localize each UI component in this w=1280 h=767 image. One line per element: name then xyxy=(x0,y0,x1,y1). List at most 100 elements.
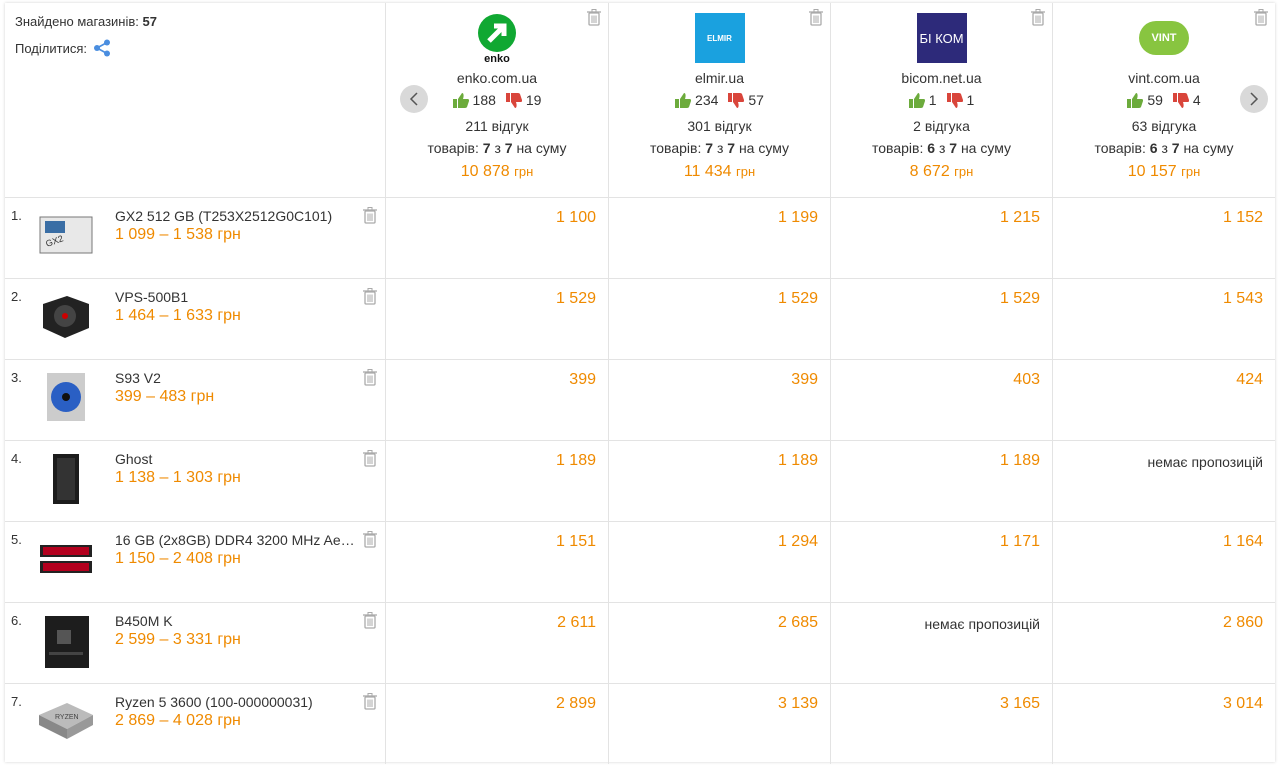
remove-store[interactable] xyxy=(587,9,601,29)
price-cell: немає пропозицій xyxy=(830,602,1052,683)
price-cell: 1 152 xyxy=(1052,197,1275,278)
price-cell: 3 014 xyxy=(1052,683,1275,764)
product-name: 16 GB (2x8GB) DDR4 3200 MHz Ae… xyxy=(115,532,355,548)
store-header: VINT vint.com.ua 59 4 63 відгука товарів: 6 з… xyxy=(1052,3,1275,197)
remove-product[interactable] xyxy=(363,612,377,632)
price-cell: 3 165 xyxy=(830,683,1052,764)
store-logo: enko xyxy=(472,13,522,65)
store-price[interactable]: 1 151 xyxy=(555,533,596,550)
store-reviews: 63 відгука xyxy=(1131,118,1197,134)
store-price[interactable]: 2 899 xyxy=(555,695,596,712)
product-price-range: 2 869 – 4 028 грн xyxy=(115,712,241,729)
items-of: з xyxy=(494,140,501,156)
remove-product[interactable] xyxy=(363,450,377,470)
price-cell: 1 543 xyxy=(1052,278,1275,359)
product-cell: 5. 16 GB (2x8GB) DDR4 3200 MHz Ae… 1 150 –… xyxy=(5,521,385,602)
remove-product[interactable] xyxy=(363,369,377,389)
total-amount: 11 434 xyxy=(683,163,732,180)
next-store[interactable] xyxy=(1240,85,1268,113)
store-price[interactable]: 2 860 xyxy=(1222,614,1263,631)
store-price[interactable]: 1 100 xyxy=(555,209,596,226)
store-price[interactable]: 1 529 xyxy=(777,290,818,307)
store-total: 11 434 грн xyxy=(609,163,830,181)
dislikes: 57 xyxy=(748,92,764,108)
store-price[interactable]: 1 189 xyxy=(555,452,596,469)
prev-store[interactable] xyxy=(400,85,428,113)
store-price[interactable]: 1 171 xyxy=(999,533,1040,550)
store-price[interactable]: 1 215 xyxy=(999,209,1040,226)
store-price[interactable]: 3 014 xyxy=(1222,695,1263,712)
remove-product[interactable] xyxy=(363,288,377,308)
share-button[interactable] xyxy=(93,39,111,57)
total-currency: грн xyxy=(514,164,534,179)
store-price[interactable]: 2 611 xyxy=(557,614,596,631)
no-offers: немає пропозицій xyxy=(924,616,1040,632)
items-sum: на суму xyxy=(960,140,1011,156)
remove-product[interactable] xyxy=(363,207,377,227)
store-price[interactable]: 1 294 xyxy=(777,533,818,550)
product-thumb xyxy=(45,616,89,668)
store-reviews: 2 відгука xyxy=(913,118,970,134)
items-of: з xyxy=(716,140,724,156)
store-price[interactable]: 1 152 xyxy=(1222,209,1263,226)
store-reviews: 211 відгук xyxy=(465,118,529,134)
remove-product[interactable] xyxy=(363,531,377,551)
product-number: 2. xyxy=(11,289,22,304)
items-label: товарів: xyxy=(1094,140,1146,156)
items-found: 7 xyxy=(705,140,714,156)
arrow-left xyxy=(409,92,418,106)
product-price-range: 399 – 483 грн xyxy=(115,388,215,405)
store-price[interactable]: 1 529 xyxy=(555,290,596,307)
total-amount: 8 672 xyxy=(909,163,950,180)
product-cell: 4. Ghost 1 138 – 1 303 грн xyxy=(5,440,385,521)
trash-icon xyxy=(363,207,377,224)
price-cell: 399 xyxy=(385,359,608,440)
dislike-icon xyxy=(1172,92,1189,108)
remove-store[interactable] xyxy=(1031,9,1045,29)
found-stores: Знайдено магазинів: 57 xyxy=(15,14,157,29)
price-cell: 1 189 xyxy=(830,440,1052,521)
store-reviews: 301 відгук xyxy=(687,118,752,134)
store-price[interactable]: 399 xyxy=(791,371,818,388)
store-price[interactable]: 3 165 xyxy=(999,695,1040,712)
items-sum: на суму xyxy=(516,140,567,156)
remove-product[interactable] xyxy=(363,693,377,713)
product-image: RYZEN xyxy=(37,695,95,754)
store-price[interactable]: 1 164 xyxy=(1222,533,1263,550)
store-price[interactable]: 1 189 xyxy=(777,452,818,469)
svg-text:RYZEN: RYZEN xyxy=(55,714,79,721)
price-cell: 1 529 xyxy=(830,278,1052,359)
product-cell: 2. VPS-500B1 1 464 – 1 633 грн xyxy=(5,278,385,359)
likes: 59 xyxy=(1147,92,1163,108)
trash-icon xyxy=(363,288,377,305)
like-wrap xyxy=(452,92,469,108)
store-items: товарів: 7 з 7 на суму xyxy=(609,140,830,156)
remove-store[interactable] xyxy=(1254,9,1268,29)
remove-store[interactable] xyxy=(809,9,823,29)
store-domain: vint.com.ua xyxy=(1128,70,1200,86)
dislike-icon xyxy=(505,92,522,108)
product-image xyxy=(37,290,95,349)
price-cell: 1 164 xyxy=(1052,521,1275,602)
price-cell: немає пропозицій xyxy=(1052,440,1275,521)
store-price[interactable]: 3 139 xyxy=(777,695,818,712)
product-thumb: GX2 xyxy=(39,216,93,254)
store-price[interactable]: 1 543 xyxy=(1222,290,1263,307)
product-cell: 7. RYZEN Ryzen 5 3600 (100-000000031) 2 869… xyxy=(5,683,385,764)
store-price[interactable]: 1 199 xyxy=(777,209,818,226)
store-price[interactable]: 1 529 xyxy=(999,290,1040,307)
product-cell: 3. S93 V2 399 – 483 грн xyxy=(5,359,385,440)
store-price[interactable]: 1 189 xyxy=(999,452,1040,469)
store-price[interactable]: 2 685 xyxy=(777,614,818,631)
trash-icon xyxy=(587,9,601,26)
store-price[interactable]: 399 xyxy=(569,371,596,388)
logo-mark xyxy=(477,13,517,53)
trash-icon xyxy=(1254,9,1268,26)
price-cell: 424 xyxy=(1052,359,1275,440)
store-price[interactable]: 424 xyxy=(1236,371,1263,388)
store-price[interactable]: 403 xyxy=(1013,371,1040,388)
logo-box: ELMIR xyxy=(694,13,745,63)
price-cell: 403 xyxy=(830,359,1052,440)
logo-text: enko xyxy=(484,53,510,65)
